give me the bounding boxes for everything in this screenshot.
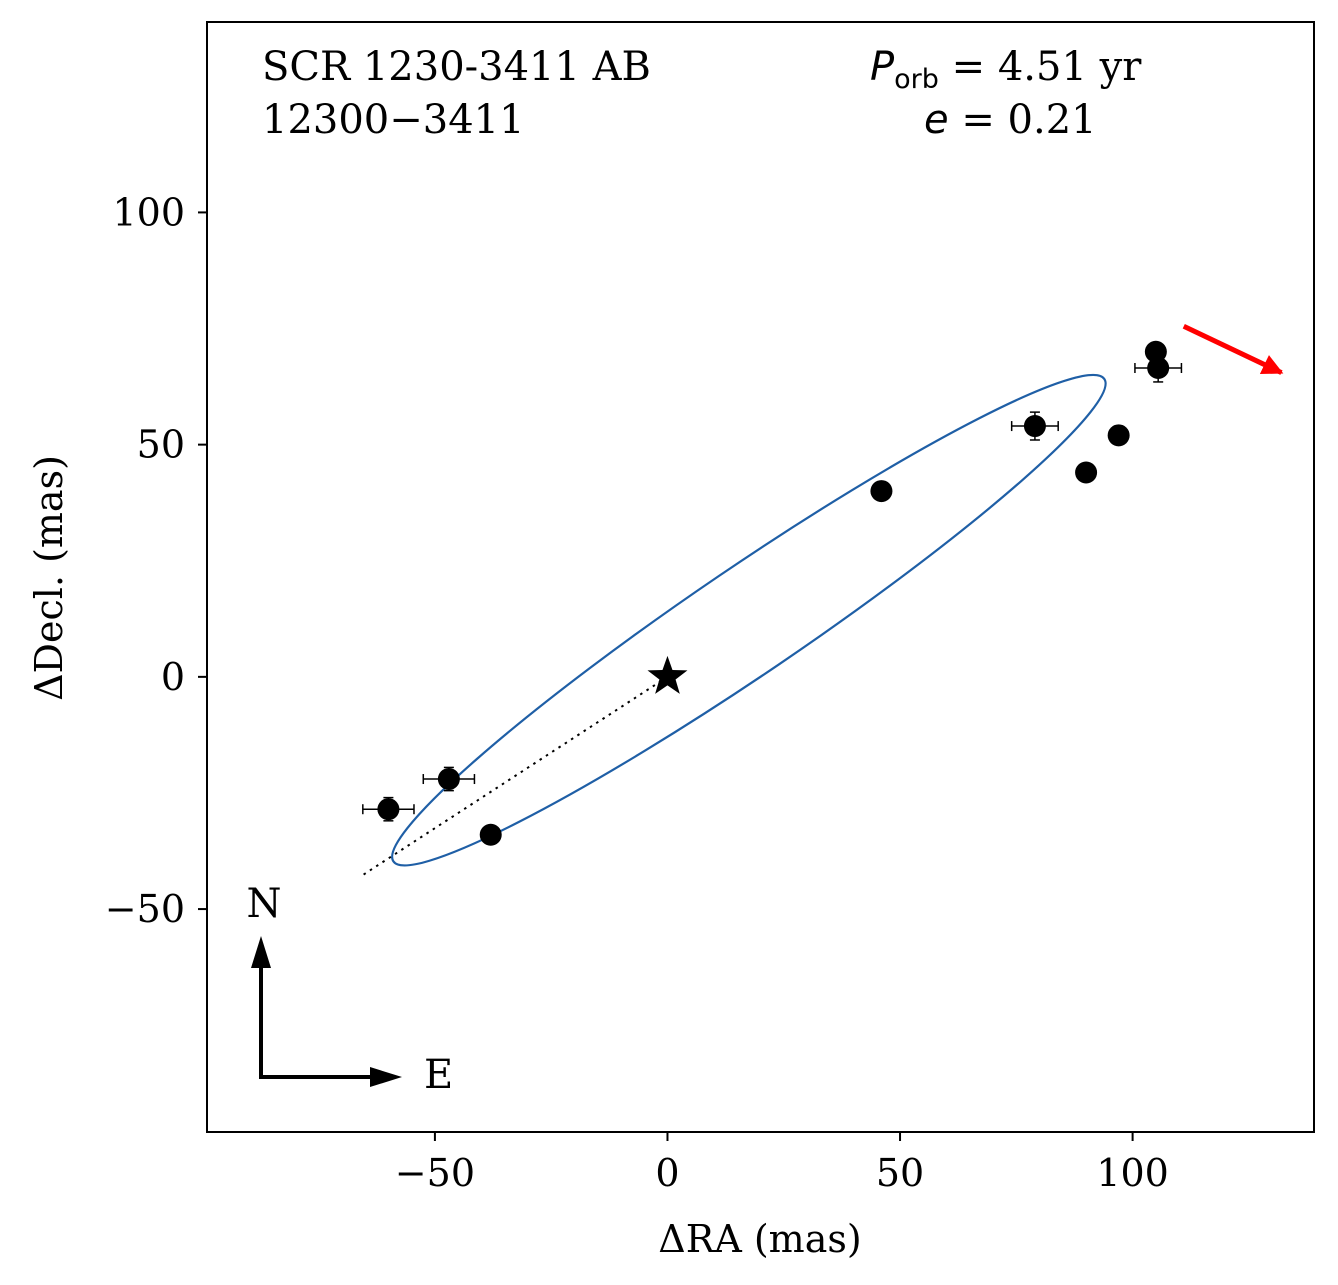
y-tick-label: 50: [137, 423, 185, 467]
point-marker: [479, 823, 502, 846]
point-marker: [1075, 461, 1098, 484]
wds-id-label: 12300−3411: [262, 97, 525, 143]
x-axis-title: ΔRA (mas): [658, 1217, 861, 1261]
x-tick-label: 0: [655, 1151, 679, 1195]
period-label: Porb = 4.51 yr: [870, 44, 1142, 95]
data-point: [362, 796, 415, 822]
x-axis-ticks: −50 0 50 100: [395, 1132, 1169, 1195]
data-point: [1144, 340, 1167, 363]
y-tick-label: 0: [161, 655, 185, 699]
x-tick-label: 100: [1096, 1151, 1169, 1195]
data-point: [479, 823, 502, 846]
point-marker: [1144, 340, 1167, 363]
point-marker: [870, 480, 893, 503]
data-point: [422, 766, 476, 792]
north-label: N: [247, 881, 282, 927]
y-axis-title: ΔDecl. (mas): [27, 455, 71, 701]
compass-rose: N E: [247, 881, 454, 1098]
point-marker: [437, 768, 460, 791]
point-marker: [1147, 357, 1170, 380]
plot-frame: [206, 21, 1315, 1133]
orbit-ellipse: [391, 373, 1107, 867]
periastron-line: [359, 676, 669, 878]
primary-star-icon: [647, 655, 688, 694]
y-tick-label: −50: [105, 887, 185, 931]
x-tick-label: −50: [395, 1151, 475, 1195]
data-point: [1075, 461, 1098, 484]
data-points: [362, 340, 1183, 846]
data-point: [1010, 411, 1059, 441]
system-name-label: SCR 1230-3411 AB: [262, 44, 651, 90]
point-marker: [1023, 415, 1046, 438]
data-point: [870, 480, 893, 503]
motion-direction-arrow: [1182, 323, 1284, 375]
data-point: [1107, 424, 1130, 447]
point-marker: [377, 798, 400, 821]
point-marker: [1107, 424, 1130, 447]
data-point: [1134, 353, 1183, 383]
east-label: E: [424, 1052, 453, 1098]
east-arrow-head: [370, 1067, 402, 1087]
x-tick-label: 50: [876, 1151, 924, 1195]
eccentricity-label: e = 0.21: [924, 97, 1097, 143]
y-tick-label: 100: [112, 190, 185, 234]
y-axis-ticks: −50 0 50 100: [105, 190, 207, 931]
north-arrow-head: [251, 936, 271, 968]
